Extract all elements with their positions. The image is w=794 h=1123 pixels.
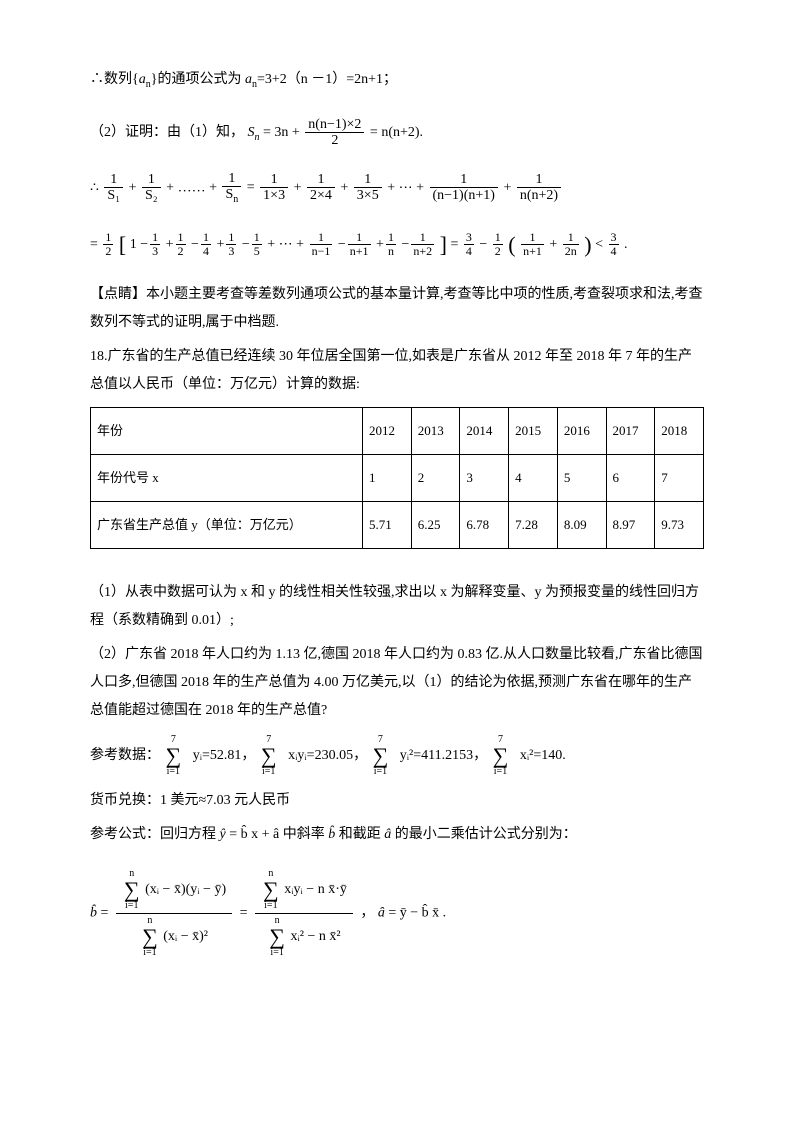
data-table: 年份 2012 2013 2014 2015 2016 2017 2018 年份…: [90, 407, 704, 549]
text: }的通项公式为: [151, 72, 245, 87]
eq-a: = ȳ − b̂ x̄ .: [385, 905, 446, 920]
f-35: 13×5: [354, 172, 382, 204]
dots: + …… +: [166, 180, 220, 195]
eq: =: [90, 237, 98, 252]
three4b: 34: [609, 231, 619, 258]
lt: <: [595, 237, 606, 252]
q2: （2）广东省 2018 年人口约为 1.13 亿,德国 2018 年人口约为 0…: [90, 641, 704, 725]
ref-data: 参考数据： 7∑i=1 yᵢ=52.81， 7∑i=1 xᵢyᵢ=230.05，…: [90, 735, 704, 777]
eq: =: [247, 180, 258, 195]
val: =230.05，: [307, 748, 367, 763]
num: n(n−1)×2: [305, 117, 364, 133]
col-1: 2012: [363, 407, 412, 454]
text: ∴数列{: [90, 72, 139, 87]
page: ∴数列{an}的通项公式为 an=3+2（n －1）=2n+1； （2）证明：由…: [0, 0, 794, 1030]
eq: =3+2（n －1）=2n+1；: [257, 72, 397, 87]
col-6: 2017: [606, 407, 655, 454]
col-0: 年份: [91, 407, 363, 454]
rparen: ): [584, 232, 591, 257]
bigfrac-1: n∑i=1 (xᵢ − x̄)(yᵢ − ȳ) n∑i=1 (xᵢ − x̄)²: [116, 867, 232, 960]
op: −: [338, 237, 346, 252]
eq2: = n(n+2).: [370, 125, 423, 140]
table-row: 年份代号 x 1 2 3 4 5 6 7: [91, 454, 704, 501]
f-s2: 1S₂: [142, 172, 161, 204]
op: +: [376, 237, 384, 252]
op: +: [549, 237, 557, 252]
f-24: 12×4: [307, 172, 335, 204]
var-a2: a: [245, 72, 252, 87]
Sn: Sn: [248, 125, 260, 140]
sigma-icon: n∑i=1: [269, 916, 285, 958]
sigma-icon: n∑i=1: [142, 916, 158, 958]
sigma-icon: n∑i=1: [124, 869, 140, 911]
analysis: 【点睛】本小题主要考查等差数列通项公式的基本量计算,考查等比中项的性质,考查裂项…: [90, 281, 704, 337]
currency: 货币兑换：1 美元≈7.03 元人民币: [90, 787, 704, 815]
t: 1: [130, 237, 137, 252]
col-4: 2015: [509, 407, 558, 454]
yi: yᵢ: [193, 748, 202, 763]
sigma-icon: n∑i=1: [263, 869, 279, 911]
val: =411.2153，: [413, 748, 487, 763]
ref-prefix: 参考数据：: [90, 748, 160, 763]
f-n1n1: 1(n−1)(n+1): [430, 172, 498, 204]
yi2: yᵢ²: [400, 748, 414, 763]
op: +: [166, 237, 174, 252]
f-nn2: 1n(n+2): [517, 172, 561, 204]
three4a: 34: [464, 231, 474, 258]
f-sn: 1Sn: [222, 171, 241, 205]
q18-intro: 18.广东省的生产总值已经连续 30 年位居全国第一位,如表是广东省从 2012…: [90, 343, 704, 399]
table-row: 广东省生产总值 y（单位：万亿元） 5.71 6.25 6.78 7.28 8.…: [91, 501, 704, 548]
comma: ，: [360, 905, 374, 920]
table-header-row: 年份 2012 2013 2014 2015 2016 2017 2018: [91, 407, 704, 454]
xi2: xᵢ²: [520, 748, 534, 763]
line-4: = 12 [ 1 −13 +12 −14 +13 −15 + ⋯ + 1n−1 …: [90, 223, 704, 267]
op: +: [216, 237, 224, 252]
frac-nn1-2: n(n−1)×2 2: [305, 117, 364, 149]
val: =52.81，: [202, 748, 255, 763]
val: =140.: [533, 748, 565, 763]
sigma-icon: 7∑i=1: [166, 735, 182, 777]
line-2: （2）证明：由（1）知， Sn = 3n + n(n−1)×2 2 = n(n+…: [90, 117, 704, 149]
bhat-formula: b̂ = n∑i=1 (xᵢ − x̄)(yᵢ − ȳ) n∑i=1 (xᵢ −…: [90, 867, 704, 960]
op: −: [140, 237, 148, 252]
lparen: (: [508, 232, 515, 257]
dots: + ⋯ +: [267, 237, 307, 252]
half: 12: [103, 231, 113, 258]
col-5: 2016: [557, 407, 606, 454]
bhat: b̂: [328, 827, 335, 842]
eq: = 3n +: [263, 125, 300, 140]
line-1: ∴数列{an}的通项公式为 an=3+2（n －1）=2n+1；: [90, 66, 704, 95]
line-3: ∴ 1S₁ + 1S₂ + …… + 1Sn = 11×3 + 12×4 + 1…: [90, 171, 704, 205]
op: −: [191, 237, 199, 252]
var-a: a: [139, 72, 146, 87]
op: −: [401, 237, 409, 252]
text: （2）证明：由（1）知，: [90, 125, 244, 140]
ahat: â: [378, 905, 385, 920]
half2: 12: [493, 231, 503, 258]
rbracket: ]: [440, 232, 447, 257]
sigma-icon: 7∑i=1: [261, 735, 277, 777]
ahat: â: [384, 827, 391, 842]
bigfrac-2: n∑i=1 xᵢyᵢ − n x̄·ȳ n∑i=1 xᵢ² − n x̄²: [255, 867, 353, 960]
dots: + ⋯ +: [387, 180, 427, 195]
sigma-icon: 7∑i=1: [493, 735, 509, 777]
period: .: [624, 237, 628, 252]
bhat: b̂: [90, 905, 97, 920]
col-7: 2018: [655, 407, 704, 454]
f-13: 11×3: [260, 172, 288, 204]
therefore: ∴: [90, 180, 99, 195]
formula-label: 参考公式：回归方程 ŷ = b̂ x + â 中斜率 b̂ 和截距 â 的最小二…: [90, 821, 704, 849]
den: 2: [305, 133, 364, 148]
lbracket: [: [119, 232, 126, 257]
col-2: 2013: [411, 407, 460, 454]
q1: （1）从表中数据可认为 x 和 y 的线性相关性较强,求出以 x 为解释变量、y…: [90, 579, 704, 635]
xiyi: xᵢyᵢ: [288, 748, 307, 763]
f-s1: 1S₁: [104, 172, 123, 204]
col-3: 2014: [460, 407, 509, 454]
op: −: [242, 237, 250, 252]
sigma-icon: 7∑i=1: [373, 735, 389, 777]
